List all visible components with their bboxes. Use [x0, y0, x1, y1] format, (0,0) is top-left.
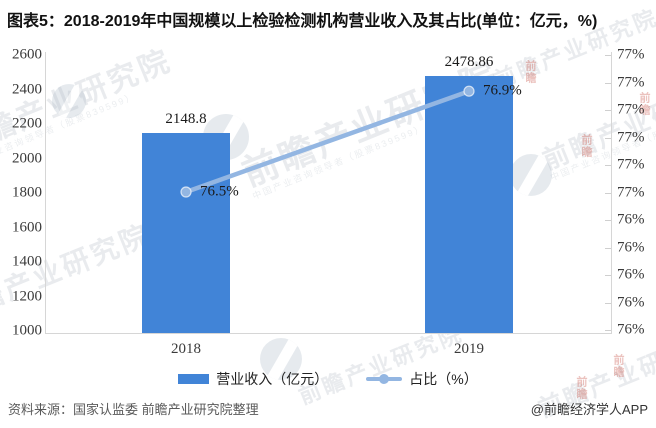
- legend-item-revenue: 营业收入（亿元）: [178, 369, 328, 389]
- chart-title: 图表5：2018-2019年中国规模以上检验检测机构营业收入及其占比(单位：亿元…: [7, 13, 598, 30]
- x-axis-line: [45, 333, 612, 334]
- legend-revenue-label: 营业收入（亿元）: [216, 371, 329, 387]
- x-category-label: 2018: [171, 341, 201, 357]
- share-line: [183, 88, 472, 195]
- y-left-tick-label: 1600: [12, 219, 42, 235]
- y-right-tick-mark: [605, 247, 611, 249]
- revenue-bar: [425, 75, 513, 333]
- footer: 资料来源：国家认监委 前瞻产业研究院整理 @前瞻经济学人APP: [8, 399, 648, 418]
- y-right-tick-mark: [605, 82, 611, 84]
- line-value-label: 76.9%: [483, 82, 522, 99]
- legend: 营业收入（亿元） 占比（%）: [0, 369, 656, 389]
- bar-value-label: 2478.86: [444, 53, 494, 70]
- y-left-tick-label: 2600: [12, 46, 42, 63]
- y-axis-left-line: [45, 52, 46, 333]
- line-marker-icon: [463, 85, 475, 97]
- source-note: 资料来源：国家认监委 前瞻产业研究院整理: [8, 402, 259, 417]
- x-category-label: 2019: [454, 341, 484, 357]
- y-right-tick-label: 76%: [617, 211, 645, 228]
- line-marker-icon: [180, 186, 192, 198]
- y-right-tick-label: 76%: [617, 321, 645, 338]
- bar-value-label: 2148.8: [165, 110, 207, 127]
- y-right-tick-label: 77%: [617, 129, 645, 145]
- y-right-tick-mark: [605, 165, 611, 166]
- legend-bar-swatch-icon: [178, 374, 210, 384]
- y-right-tick-label: 76%: [617, 239, 645, 255]
- y-right-tick-mark: [605, 275, 611, 276]
- y-left-tick-label: 1000: [12, 322, 42, 339]
- y-left-tick-label: 2000: [12, 150, 42, 166]
- revenue-bar: [142, 132, 230, 333]
- y-left-tick-label: 2400: [12, 81, 42, 97]
- y-right-tick-label: 77%: [617, 74, 645, 90]
- y-left-tick-label: 1800: [12, 184, 42, 201]
- y-right-tick-mark: [605, 302, 611, 304]
- y-right-tick-mark: [605, 192, 611, 194]
- legend-item-share: 占比（%）: [366, 369, 478, 389]
- credit-note: @前瞻经济学人APP: [530, 402, 648, 417]
- y-right-tick-mark: [605, 110, 611, 111]
- y-right-tick-label: 76%: [617, 294, 645, 310]
- y-axis-left-labels: 2600 2400 2200 2000 1800 1600 1400 1200 1000: [0, 0, 42, 428]
- y-right-tick-mark: [605, 55, 611, 56]
- y-right-tick-label: 77%: [617, 184, 645, 200]
- y-left-tick-label: 1200: [12, 288, 42, 304]
- y-right-tick-label: 76%: [617, 266, 645, 283]
- y-right-tick-mark: [605, 220, 611, 221]
- legend-line-swatch-icon: [366, 373, 403, 385]
- y-axis-right-line: [611, 52, 612, 333]
- y-right-tick-mark: [605, 137, 611, 139]
- y-right-tick-mark: [605, 330, 611, 331]
- y-left-tick-label: 2200: [12, 115, 42, 132]
- y-right-tick-label: 77%: [617, 46, 645, 63]
- line-value-label: 76.5%: [200, 183, 239, 200]
- y-left-tick-label: 1400: [12, 253, 42, 270]
- legend-share-label: 占比（%）: [409, 371, 478, 387]
- y-right-tick-label: 77%: [617, 156, 645, 173]
- y-right-tick-label: 77%: [617, 101, 645, 118]
- y-axis-right-labels: 77% 77% 77% 77% 77% 77% 76% 76% 76% 76% 76%: [617, 0, 656, 428]
